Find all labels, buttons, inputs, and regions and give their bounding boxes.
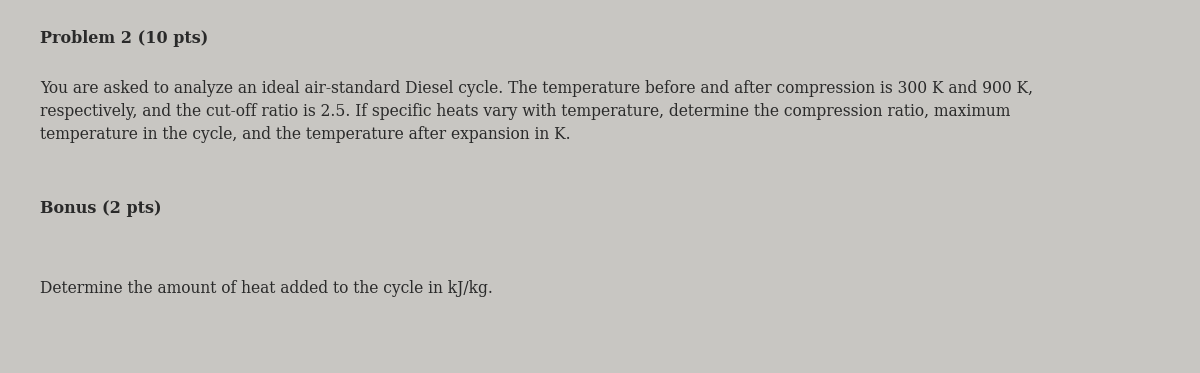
Text: temperature in the cycle, and the temperature after expansion in K.: temperature in the cycle, and the temper… xyxy=(40,126,571,143)
Text: Problem 2 (10 pts): Problem 2 (10 pts) xyxy=(40,30,209,47)
Text: You are asked to analyze an ideal air-standard Diesel cycle. The temperature bef: You are asked to analyze an ideal air-st… xyxy=(40,80,1033,97)
Text: Bonus (2 pts): Bonus (2 pts) xyxy=(40,200,162,217)
Text: respectively, and the cut-off ratio is 2.5. If specific heats vary with temperat: respectively, and the cut-off ratio is 2… xyxy=(40,103,1010,120)
Text: Determine the amount of heat added to the cycle in kJ/kg.: Determine the amount of heat added to th… xyxy=(40,280,493,297)
